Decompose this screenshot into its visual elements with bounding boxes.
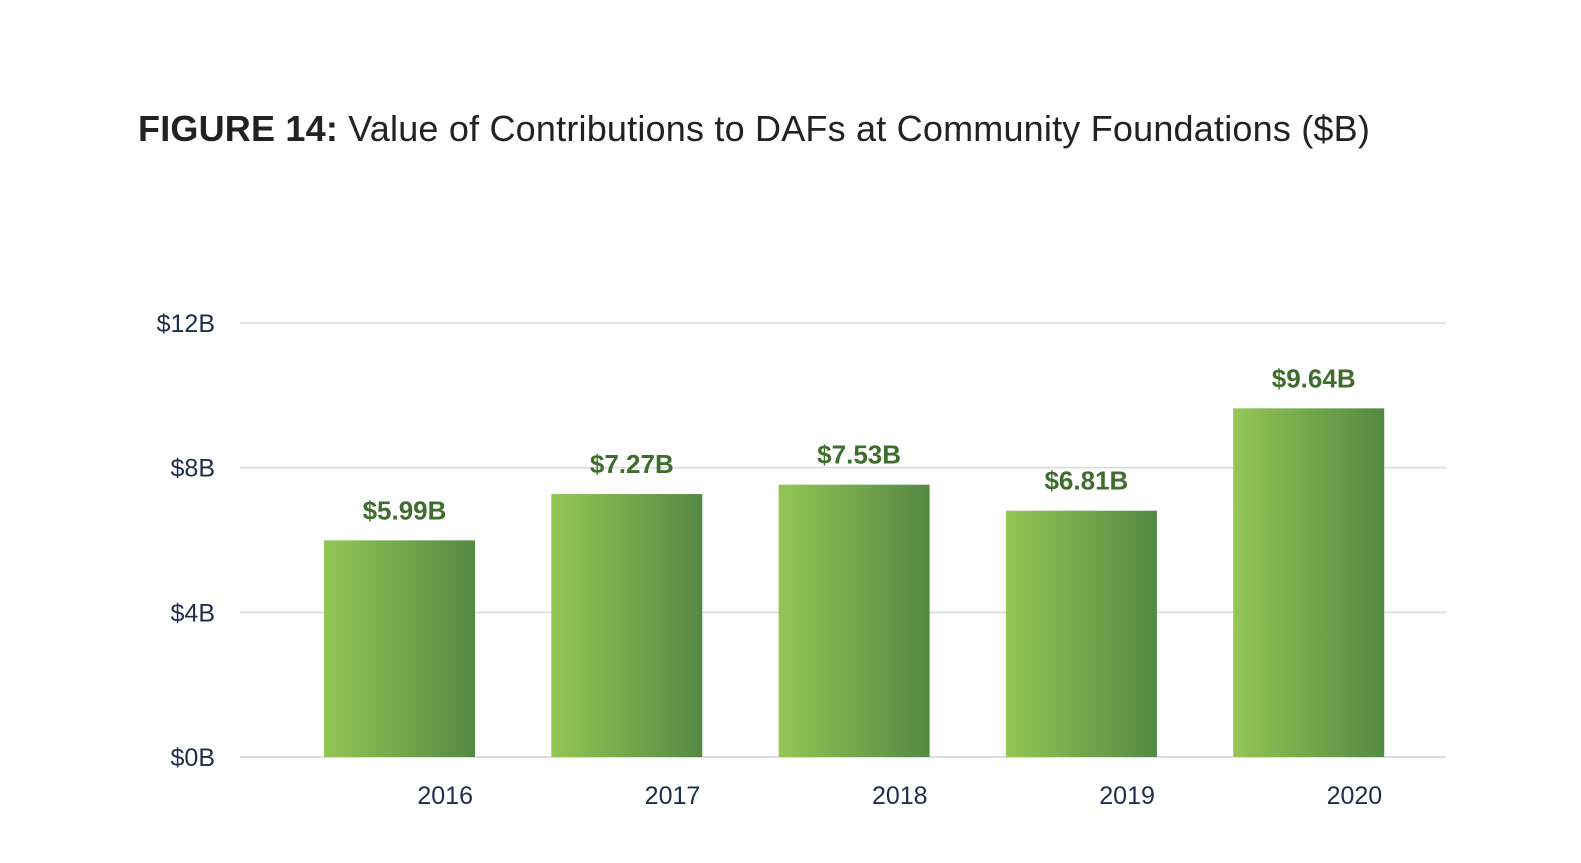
data-label-2016: $5.99B	[363, 495, 447, 525]
bar-2016	[324, 540, 475, 757]
y-tick-label: $0B	[171, 744, 215, 772]
y-axis-ticks: $0B $4B $8B $12B	[157, 310, 215, 772]
figure-title-text: Value of Contributions to DAFs at Commun…	[348, 108, 1371, 149]
data-labels: $5.99B $7.27B $7.53B $6.81B $9.64B	[363, 363, 1356, 525]
data-label-2019: $6.81B	[1044, 466, 1128, 496]
y-tick-label: $12B	[157, 310, 215, 338]
y-tick-label: $4B	[171, 599, 215, 627]
x-axis-ticks: 2016 2017 2018 2019 2020	[417, 782, 1382, 810]
bars	[324, 408, 1385, 757]
figure-number: FIGURE 14:	[138, 108, 339, 149]
data-label-2017: $7.27B	[590, 449, 674, 479]
bar-2017	[551, 494, 703, 757]
x-tick-label-2020: 2020	[1327, 782, 1383, 810]
x-tick-label-2016: 2016	[417, 782, 473, 810]
bar-2020	[1233, 408, 1385, 757]
x-tick-label-2018: 2018	[872, 782, 928, 810]
bar-2018	[778, 484, 930, 757]
x-tick-label-2019: 2019	[1099, 782, 1155, 810]
y-tick-label: $8B	[171, 455, 215, 483]
figure-title: FIGURE 14: Value of Contributions to DAF…	[138, 108, 1370, 150]
data-label-2020: $9.64B	[1272, 363, 1356, 393]
x-tick-label-2017: 2017	[645, 782, 701, 810]
data-label-2018: $7.53B	[817, 440, 901, 470]
bar-2019	[1005, 510, 1157, 757]
